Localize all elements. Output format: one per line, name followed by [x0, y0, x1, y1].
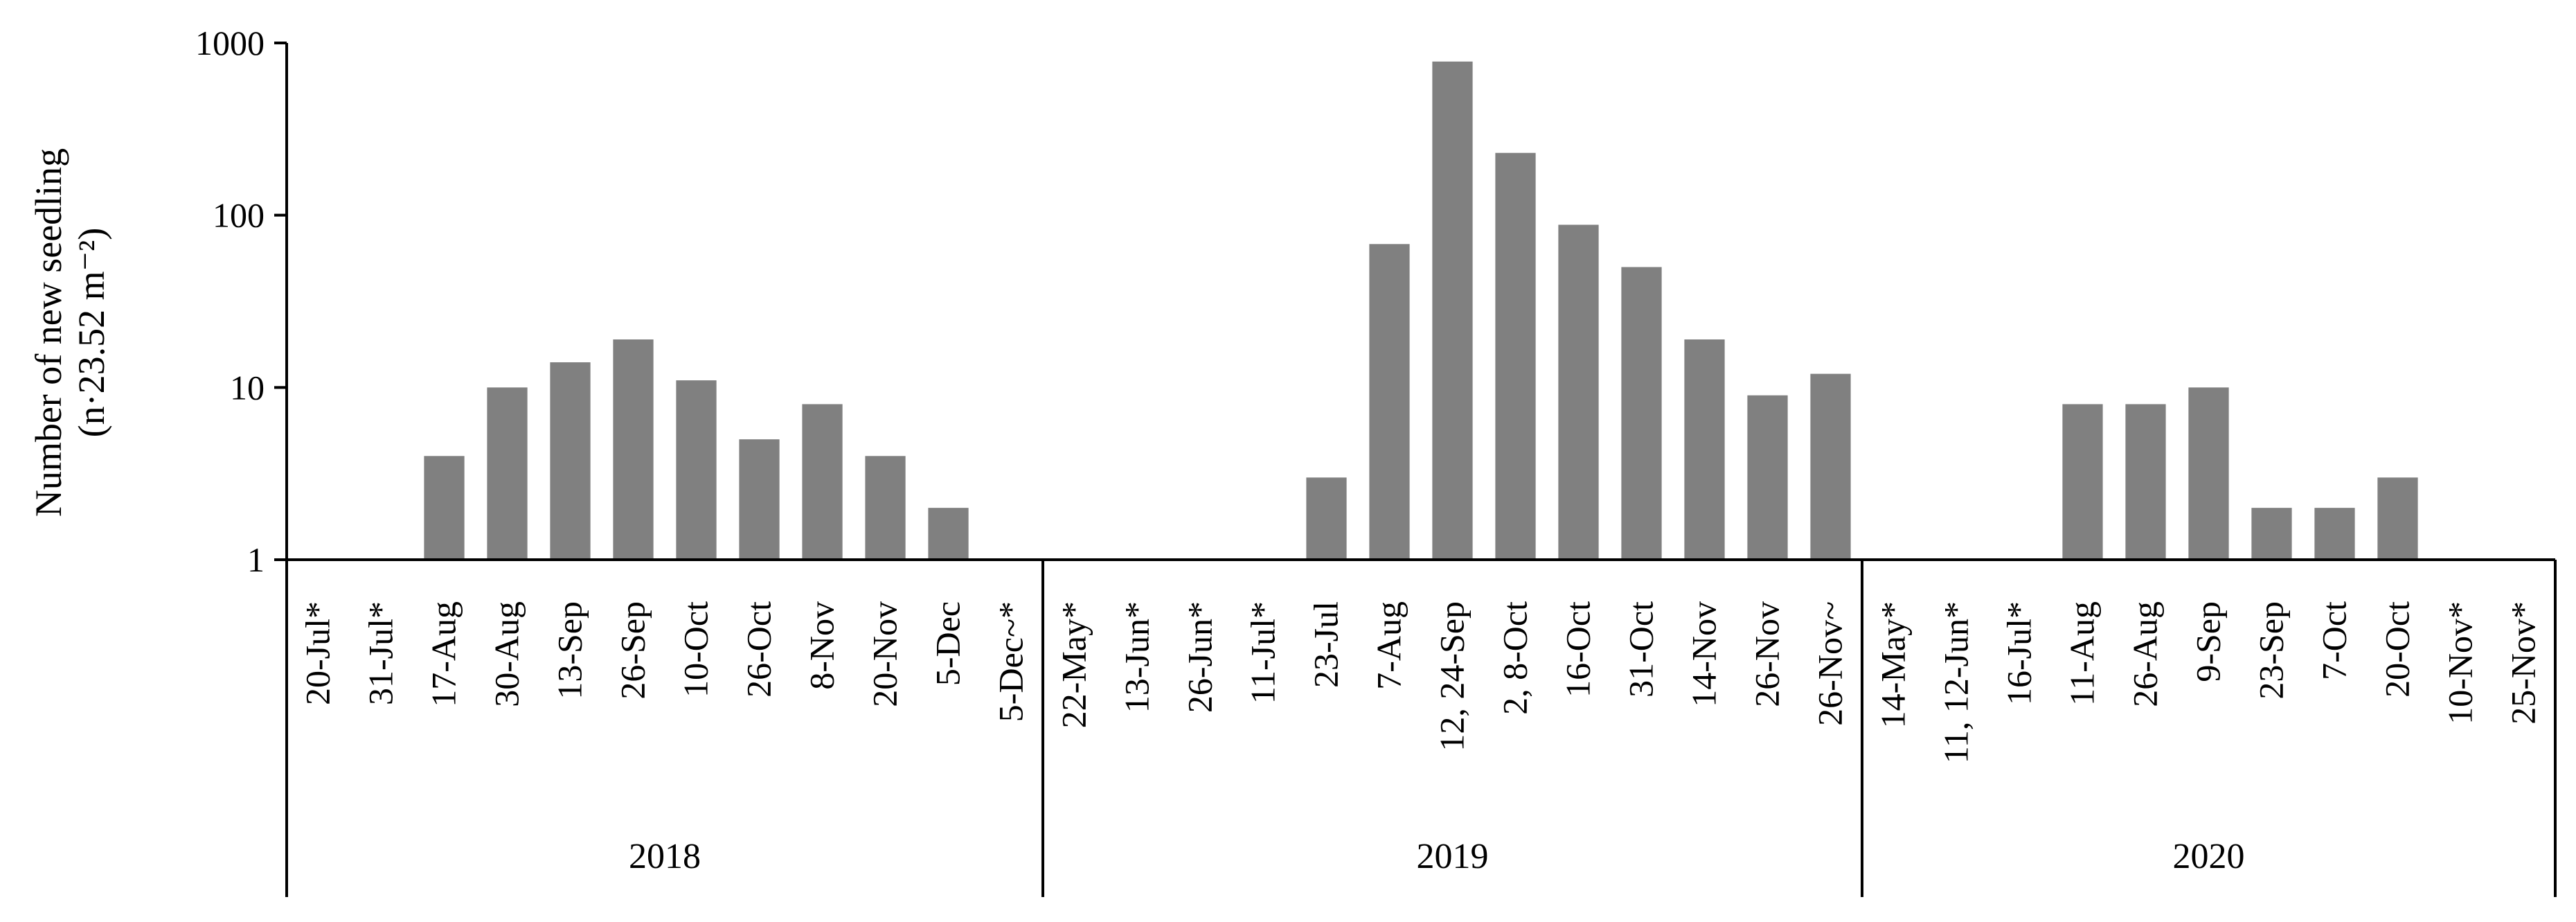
x-tick-label: 5-Dec [929, 601, 967, 686]
x-tick-label: 5-Dec~* [992, 601, 1030, 722]
bar [1495, 152, 1536, 560]
year-group-label: 2019 [1417, 837, 1489, 876]
x-tick-label: 23-Jul [1307, 601, 1345, 688]
bar [1684, 339, 1725, 560]
x-tick-label: 26-Sep [614, 601, 652, 700]
y-axis-label: Number of new seedling [28, 148, 69, 517]
bar [2314, 508, 2355, 560]
x-tick-label: 26-Oct [740, 601, 778, 698]
y-tick-label: 1000 [195, 24, 265, 62]
x-tick-label: 12, 24-Sep [1433, 601, 1472, 752]
x-tick-label: 13-Jun* [1118, 601, 1156, 713]
x-tick-label: 16-Jul* [2000, 601, 2039, 705]
x-tick-label: 26-Jun* [1181, 601, 1219, 713]
bar [2188, 387, 2229, 560]
x-tick-label: 26-Aug [2126, 601, 2165, 707]
bar [865, 456, 906, 560]
bar [1432, 61, 1473, 560]
y-tick-label: 10 [230, 368, 265, 407]
y-tick-label: 100 [213, 196, 265, 235]
bar [613, 339, 654, 560]
year-group-label: 2018 [629, 837, 701, 876]
x-tick-label: 25-Nov* [2504, 601, 2543, 725]
bar [2377, 477, 2418, 560]
x-tick-label: 20-Jul* [298, 601, 337, 705]
bar [1306, 477, 1347, 560]
y-axis-unit-label: (n·23.52 m⁻²) [71, 228, 112, 438]
x-tick-label: 26-Nov~ [1811, 601, 1850, 726]
bar [802, 404, 843, 560]
x-tick-label: 23-Sep [2252, 601, 2291, 700]
bar [1747, 395, 1788, 560]
bar [424, 456, 465, 560]
x-tick-label: 10-Nov* [2441, 601, 2480, 725]
x-tick-label: 9-Sep [2189, 601, 2228, 682]
x-tick-label: 11-Jul* [1244, 601, 1282, 704]
x-tick-label: 10-Oct [677, 601, 715, 698]
y-axis: 1 10 100 1000 [195, 24, 288, 579]
x-tick-label: 14-May* [1874, 601, 1913, 728]
bar-series [424, 61, 2418, 560]
bar [1621, 267, 1662, 560]
x-tick-label: 31-Oct [1622, 601, 1661, 698]
x-tick-label: 2, 8-Oct [1496, 601, 1535, 715]
x-tick-label: 11, 12-Jun* [1937, 601, 1976, 763]
x-tick-label: 7-Oct [2315, 601, 2354, 680]
bar [1810, 373, 1851, 560]
x-tick-label: 22-May* [1055, 601, 1093, 728]
bar [676, 380, 717, 560]
x-tick-label: 8-Nov [803, 601, 841, 690]
x-tick-label: 31-Jul* [361, 601, 400, 705]
x-tick-label: 11-Aug [2063, 601, 2102, 706]
x-tick-label: 7-Aug [1370, 601, 1408, 690]
year-group-label: 2020 [2173, 837, 2245, 876]
x-axis: 20-Jul* 31-Jul* 17-Aug 30-Aug 13-Sep 26-Sep 10… [285, 558, 2557, 897]
x-tick-label: 30-Aug [488, 601, 526, 707]
x-tick-label: 26-Nov [1748, 601, 1787, 707]
x-tick-label: 20-Oct [2378, 601, 2417, 698]
x-tick-label: 17-Aug [424, 601, 463, 707]
x-tick-label: 14-Nov [1685, 601, 1724, 707]
x-tick-label: 20-Nov [866, 601, 904, 707]
bar [1369, 244, 1410, 560]
bar [1558, 224, 1599, 560]
y-axis-title: Number of new seedling (n·23.52 m⁻²) [28, 148, 112, 517]
bar [2125, 404, 2166, 560]
y-tick-label: 1 [247, 540, 265, 579]
bar [487, 387, 528, 560]
bar [550, 362, 591, 560]
bar [928, 508, 969, 560]
x-tick-label: 13-Sep [551, 601, 589, 700]
x-tick-label: 16-Oct [1559, 601, 1598, 698]
bar [739, 439, 780, 560]
bar [2062, 404, 2103, 560]
bar [2251, 508, 2292, 560]
